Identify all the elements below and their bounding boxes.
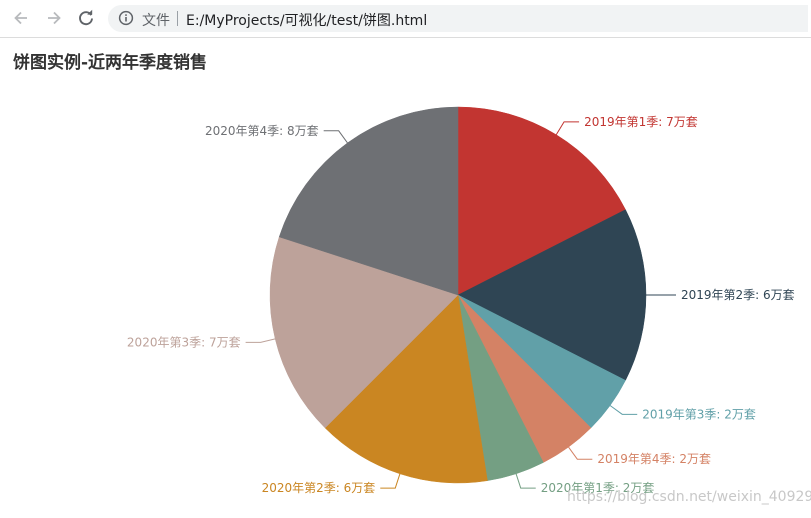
reload-button[interactable] <box>74 6 98 30</box>
label-leader-line <box>609 405 638 415</box>
forward-button[interactable] <box>42 6 66 30</box>
address-bar[interactable]: 文件 E:/MyProjects/可视化/test/饼图.html <box>108 5 808 32</box>
info-icon[interactable] <box>118 10 134 26</box>
slice-label: 2020年第4季: 8万套 <box>205 124 319 138</box>
slice-label: 2019年第3季: 2万套 <box>642 407 756 421</box>
label-leader-line <box>555 121 580 135</box>
back-arrow-icon <box>14 11 27 25</box>
url-text[interactable]: E:/MyProjects/可视化/test/饼图.html <box>186 13 428 29</box>
omnibox-divider <box>177 11 178 26</box>
label-leader-line <box>568 446 593 460</box>
slice-label: 2020年第3季: 7万套 <box>127 335 241 349</box>
forward-arrow-icon <box>48 11 61 25</box>
pie-slice[interactable] <box>269 236 459 429</box>
label-leader-line <box>380 473 401 489</box>
reload-icon <box>79 9 93 26</box>
back-button[interactable] <box>9 6 33 30</box>
browser-toolbar: 文件 E:/MyProjects/可视化/test/饼图.html <box>0 0 811 38</box>
chart-title: 饼图实例-近两年季度销售 <box>13 53 208 73</box>
slice-label: 2019年第4季: 2万套 <box>597 452 711 466</box>
slice-label: 2020年第1季: 2万套 <box>541 481 655 495</box>
pie-slice[interactable] <box>457 209 647 381</box>
pie-slice[interactable] <box>457 106 626 296</box>
label-leader-line <box>245 338 276 343</box>
watermark: https://blog.csdn.net/weixin_40929065 <box>567 489 811 505</box>
slice-label: 2019年第1季: 7万套 <box>584 115 698 129</box>
label-leader-line <box>515 473 536 489</box>
label-leader-line <box>323 130 348 144</box>
slice-label: 2020年第2季: 6万套 <box>262 481 376 495</box>
pie-slice[interactable] <box>324 294 488 484</box>
security-label: 文件 <box>142 13 170 29</box>
pie-slice[interactable] <box>278 106 459 296</box>
slice-label: 2019年第2季: 6万套 <box>681 288 795 302</box>
